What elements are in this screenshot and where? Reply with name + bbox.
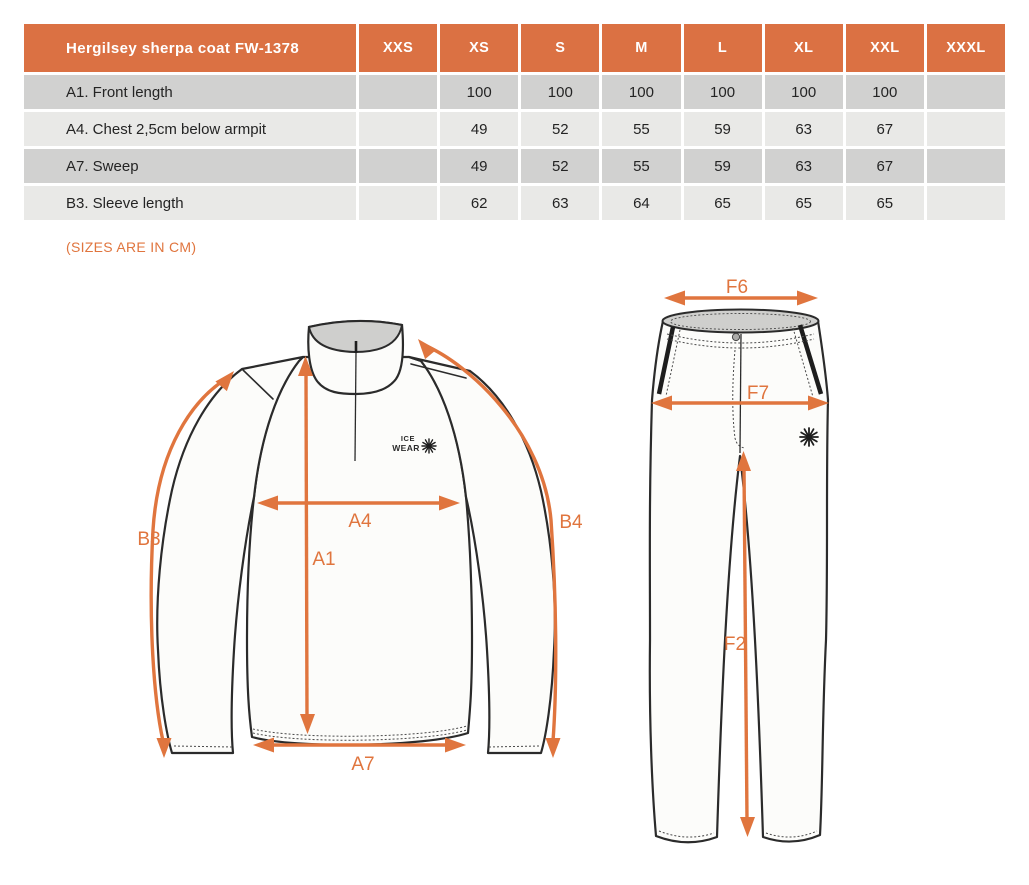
header-cell-m: M <box>602 24 681 72</box>
measurement-arrow-a7 <box>253 737 466 753</box>
value-cell <box>359 149 438 183</box>
jacket-collar-inner <box>307 320 404 354</box>
units-note: (SIZES ARE IN CM) <box>66 239 197 255</box>
icewear-logo: ICE WEAR <box>392 434 437 454</box>
header-cell-xs: XS <box>440 24 519 72</box>
pants-stitch-lines <box>658 333 818 838</box>
label-f7: F7 <box>747 383 769 404</box>
value-cell: 52 <box>521 149 600 183</box>
value-cell: 100 <box>845 75 924 109</box>
value-cell: 55 <box>602 149 681 183</box>
measurement-arrow-b3 <box>149 371 234 758</box>
value-cell: 59 <box>683 112 762 146</box>
label-b4: B4 <box>559 512 583 533</box>
value-cell <box>926 186 1005 220</box>
value-cell: 65 <box>845 186 924 220</box>
jacket-zip <box>354 352 357 462</box>
header-cell-xxl: XXL <box>845 24 924 72</box>
value-cell: 100 <box>683 75 762 109</box>
jacket-seam-details <box>242 363 467 400</box>
snowflake-icon <box>421 438 437 454</box>
measurement-arrow-b4 <box>418 339 561 758</box>
header-cell-xxs: XXS <box>359 24 438 72</box>
value-cell <box>359 75 438 109</box>
value-cell: 49 <box>440 112 519 146</box>
value-cell <box>926 112 1005 146</box>
label-a1: A1 <box>312 549 335 570</box>
measurement-arrow-f2 <box>736 451 755 837</box>
jacket-stitch-lines <box>173 725 540 748</box>
value-cell <box>359 112 438 146</box>
label-a7: A7 <box>351 754 374 775</box>
row-label: A1. Front length <box>24 75 356 109</box>
label-b3: B3 <box>137 529 160 550</box>
value-cell: 64 <box>602 186 681 220</box>
jacket-diagram: ICE WEAR <box>137 319 583 775</box>
pants-body <box>648 319 830 844</box>
pants-button <box>731 332 741 342</box>
row-label: A7. Sweep <box>24 149 356 183</box>
measurement-arrow-f6 <box>664 290 818 306</box>
value-cell: 63 <box>521 186 600 220</box>
header-cell-l: L <box>683 24 762 72</box>
brand-text-wear: WEAR <box>392 443 420 453</box>
value-cell: 100 <box>440 75 519 109</box>
value-cell: 67 <box>845 149 924 183</box>
pants-diagram: F6 F7 F2 <box>648 277 830 844</box>
jacket-sleeve-right <box>407 355 556 755</box>
label-f2: F2 <box>724 634 746 655</box>
value-cell <box>926 75 1005 109</box>
value-cell: 63 <box>764 149 843 183</box>
value-cell: 55 <box>602 112 681 146</box>
size-table: Hergilsey sherpa coat FW-1378 XXS XS S M… <box>24 24 1005 220</box>
row-label: A4. Chest 2,5cm below armpit <box>24 112 356 146</box>
pants-waist-opening <box>661 308 820 334</box>
value-cell: 62 <box>440 186 519 220</box>
header-cell-s: S <box>521 24 600 72</box>
measurement-arrow-a1 <box>298 356 315 734</box>
value-cell: 65 <box>764 186 843 220</box>
value-cell <box>359 186 438 220</box>
value-cell: 52 <box>521 112 600 146</box>
header-cell-xxxl: XXXL <box>926 24 1005 72</box>
value-cell: 65 <box>683 186 762 220</box>
header-cell-xl: XL <box>764 24 843 72</box>
value-cell <box>926 149 1005 183</box>
row-label: B3. Sleeve length <box>24 186 356 220</box>
value-cell: 100 <box>602 75 681 109</box>
measurement-arrow-f7 <box>651 395 829 411</box>
value-cell: 67 <box>845 112 924 146</box>
label-f6: F6 <box>726 277 748 298</box>
table-title: Hergilsey sherpa coat FW-1378 <box>24 24 356 72</box>
brand-text-ice: ICE <box>401 434 415 443</box>
pants-fly-line <box>739 333 742 454</box>
label-a4: A4 <box>348 511 372 532</box>
pants-waist-stitch <box>670 313 811 330</box>
snowflake-icon <box>799 427 819 447</box>
value-cell: 59 <box>683 149 762 183</box>
measurement-arrow-a4 <box>257 495 460 511</box>
jacket-sleeve-left <box>156 355 305 755</box>
value-cell: 100 <box>764 75 843 109</box>
jacket-body <box>245 355 474 746</box>
value-cell: 100 <box>521 75 600 109</box>
value-cell: 63 <box>764 112 843 146</box>
value-cell: 49 <box>440 149 519 183</box>
